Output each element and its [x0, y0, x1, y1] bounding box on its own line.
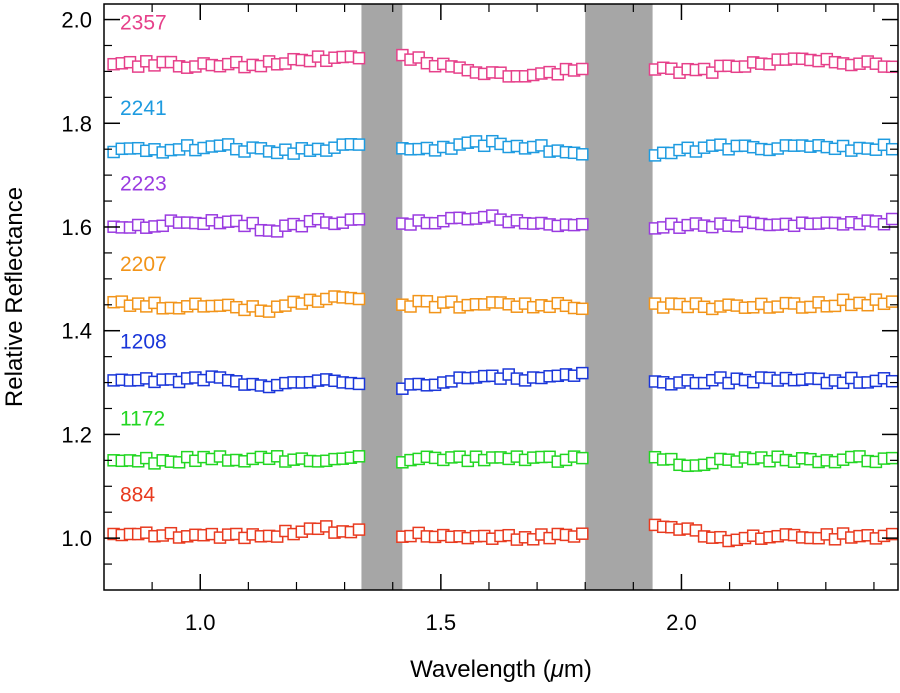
series-label-884: 884: [120, 484, 155, 507]
series-1172: [107, 450, 899, 473]
data-point: [576, 217, 589, 231]
data-point: [352, 51, 366, 65]
data-point: [352, 138, 366, 151]
data-point: [352, 377, 366, 391]
series-label-2357: 2357: [120, 12, 167, 35]
data-point: [885, 295, 899, 308]
data-point: [352, 213, 366, 226]
series-label-2207: 2207: [120, 253, 167, 276]
series-label-2223: 2223: [120, 172, 167, 195]
data-point: [576, 366, 589, 380]
series-2207: [107, 290, 899, 318]
y-tick-label: 2.0: [61, 8, 92, 33]
x-axis-label-mu: μ: [550, 656, 564, 683]
x-axis-label: Wavelength (μm): [410, 656, 592, 683]
series-2241: [107, 134, 899, 162]
series-2223: [107, 209, 899, 238]
data-point: [352, 292, 366, 306]
series-1208: [107, 366, 899, 395]
data-point: [352, 523, 366, 536]
y-tick-label: 1.2: [61, 422, 92, 447]
x-tick-label: 2.0: [666, 610, 697, 635]
data-point: [706, 66, 719, 79]
data-point: [576, 302, 589, 316]
series-labels: 2357 2241 2223 2207 1208 1172 884: [120, 12, 167, 507]
data-point: [885, 451, 899, 465]
series-label-1172: 1172: [120, 407, 165, 430]
series-884: [107, 518, 899, 548]
data-point: [576, 527, 589, 540]
series-label-1208: 1208: [120, 331, 167, 354]
y-tick-label: 1.0: [61, 526, 92, 551]
axis-ticks: 1.0 1.5 2.0 1.0 1.2 1.4 1.6 1.8 2.0: [61, 4, 898, 635]
data-point: [246, 216, 259, 230]
y-tick-label: 1.8: [61, 111, 92, 136]
gap-band-2: [585, 4, 653, 590]
gap-band-1: [361, 4, 403, 590]
y-axis-label: Relative Reflectance: [1, 187, 28, 407]
data-point: [576, 451, 589, 465]
data-point: [576, 148, 589, 161]
x-axis-label-unit: m): [564, 656, 592, 683]
data-point: [885, 60, 899, 74]
x-axis-label-text: Wavelength (: [410, 656, 551, 683]
x-tick-label: 1.0: [185, 610, 216, 635]
x-tick-label: 1.5: [426, 610, 457, 635]
series-label-2241: 2241: [120, 97, 167, 120]
plot-frame: [103, 3, 899, 591]
series-2357: [107, 48, 899, 83]
data-point: [885, 212, 899, 226]
y-tick-label: 1.4: [61, 319, 92, 344]
data-point: [576, 62, 589, 76]
data-point: [352, 450, 366, 463]
shaded-bands: [361, 4, 653, 590]
y-tick-label: 1.6: [61, 215, 92, 240]
series-layer: [107, 48, 899, 548]
data-point: [885, 374, 899, 388]
